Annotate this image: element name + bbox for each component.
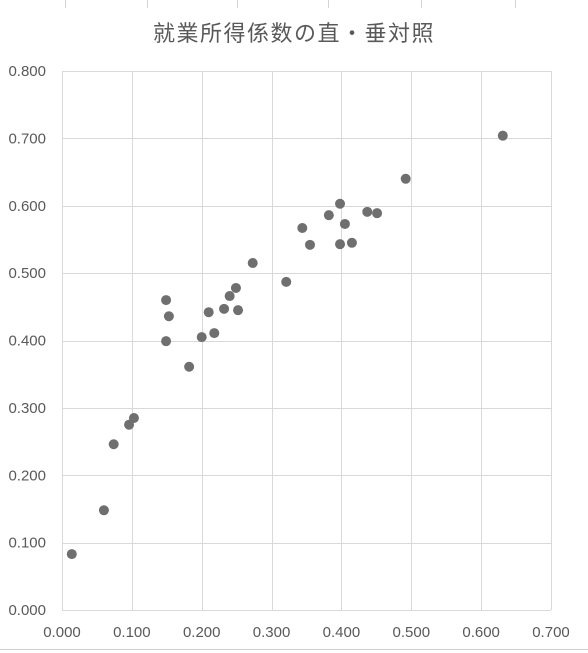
y-tick-label: 0.200	[8, 467, 46, 484]
data-point	[335, 239, 346, 250]
data-point	[297, 222, 308, 233]
tick-labels: 0.000 0.100 0.200 0.300 0.400 0.500 0.600 0.700…	[8, 63, 569, 641]
data-point	[362, 206, 373, 217]
chart-title: 就業所得係数の直・垂対照	[152, 22, 435, 47]
data-point	[184, 361, 195, 372]
y-tick-label: 0.000	[8, 602, 46, 619]
cell-gridline	[515, 0, 516, 8]
data-point	[196, 332, 207, 343]
data-point	[224, 291, 235, 302]
x-tick-label: 0.600	[462, 624, 500, 641]
x-tick-label: 0.400	[323, 624, 361, 641]
data-point	[497, 130, 508, 141]
data-point	[281, 276, 292, 287]
x-tick-label: 0.200	[183, 624, 221, 641]
data-point	[339, 218, 350, 229]
data-point	[161, 295, 172, 306]
data-points	[66, 130, 508, 560]
data-point	[304, 239, 315, 250]
data-point	[98, 505, 109, 516]
y-tick-label: 0.600	[8, 198, 46, 215]
data-point	[346, 237, 357, 248]
data-point	[163, 311, 174, 322]
data-point	[230, 282, 241, 293]
data-point	[209, 328, 220, 339]
x-tick-label: 0.300	[253, 624, 291, 641]
data-point	[66, 549, 77, 560]
y-tick-label: 0.300	[8, 400, 46, 417]
y-tick-label: 0.400	[8, 333, 46, 350]
x-tick-label: 0.500	[393, 624, 431, 641]
data-point	[372, 208, 383, 219]
y-tick-label: 0.700	[8, 130, 46, 147]
data-point	[203, 307, 214, 318]
data-point	[400, 173, 411, 184]
cell-gridline	[147, 0, 148, 8]
y-tick-label: 0.800	[8, 63, 46, 80]
y-tick-label: 0.100	[8, 535, 46, 552]
data-point	[247, 258, 258, 269]
data-point	[233, 305, 244, 316]
cell-gridline	[328, 0, 329, 8]
data-point	[219, 303, 230, 314]
data-point	[128, 412, 139, 423]
y-tick-label: 0.500	[8, 265, 46, 282]
cell-gridline	[421, 0, 422, 8]
cell-gridline	[237, 0, 238, 8]
gridlines	[62, 71, 552, 611]
x-tick-label: 0.700	[532, 624, 570, 641]
cell-gridline	[65, 0, 66, 8]
data-point	[161, 336, 172, 347]
data-point	[108, 439, 119, 450]
x-tick-label: 0.100	[113, 624, 151, 641]
x-tick-label: 0.000	[43, 624, 81, 641]
data-point	[323, 210, 334, 221]
data-point	[335, 198, 346, 209]
